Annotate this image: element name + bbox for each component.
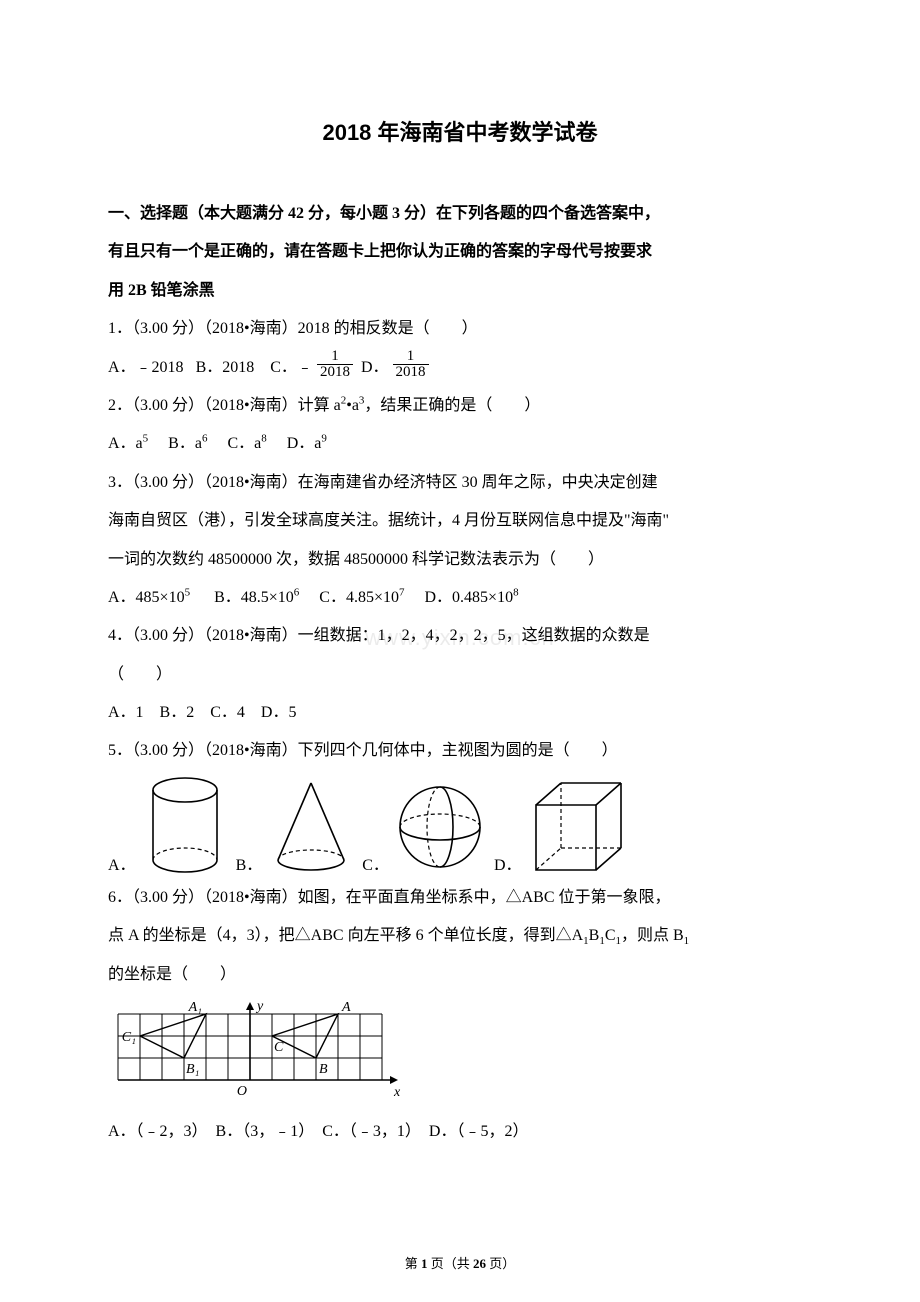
q3-line3: 一词的次数约 48500000 次，数据 48500000 科学记数法表示为（ … [108, 541, 812, 579]
q1-opt-a: A．﹣2018 [108, 359, 184, 376]
q6-sub4: 1 [684, 935, 690, 947]
q2-stem-post: ，结果正确的是（ ） [364, 397, 540, 414]
q6-graph: y x O A B C A₁ B₁ C₁ [108, 1000, 812, 1105]
q1-opt-d-den: 2018 [393, 365, 429, 381]
cylinder-icon [140, 775, 230, 875]
q2-sB: 6 [202, 433, 208, 445]
coordinate-grid-icon: y x O A B C A₁ B₁ C₁ [108, 1000, 412, 1100]
q5-label-d: D． [494, 851, 522, 875]
q1-stem: 1．（3.00 分）（2018•海南）2018 的相反数是（ ） [108, 310, 812, 348]
q1-options: A．﹣2018 B．2018 C．﹣ 1 2018 D． 1 2018 [108, 349, 812, 387]
q3-options: A．485×105 B．48.5×106 C．4.85×107 D．0.485×… [108, 579, 812, 617]
q5-stem: 5．（3.00 分）（2018•海南）下列四个几何体中，主视图为圆的是（ ） [108, 732, 812, 770]
section-header-line-3: 用 2B 铅笔涂黑 [108, 272, 812, 310]
q6-l2-m1: B [589, 927, 600, 944]
q3-line2: 海南自贸区（港），引发全球高度关注。据统计，4 月份互联网信息中提及"海南" [108, 502, 812, 540]
q4-options: A．1 B．2 C．4 D．5 [108, 694, 812, 732]
q1-opt-c-pre: C．﹣ [270, 359, 313, 376]
svg-text:A₁: A₁ [188, 1000, 202, 1015]
q3-sC: 7 [399, 587, 405, 599]
q3-line1: 3．（3.00 分）（2018•海南）在海南建省办经济特区 30 周年之际，中央… [108, 464, 812, 502]
q3-oA: A．485×10 [108, 589, 185, 606]
q5-shapes-row: A． B． C． [108, 775, 812, 875]
q3-oB: B．48.5×10 [194, 589, 294, 606]
q1-opt-c-num: 1 [317, 349, 353, 366]
svg-text:B: B [319, 1062, 328, 1077]
svg-text:x: x [393, 1085, 401, 1100]
page-title: 2018 年海南省中考数学试卷 [108, 115, 812, 147]
svg-text:A: A [341, 1000, 351, 1015]
q2-stem-mid: •a [346, 397, 359, 414]
footer-post: 页） [486, 1256, 515, 1271]
q2-oC: C．a [211, 435, 261, 452]
svg-text:B₁: B₁ [186, 1062, 199, 1077]
q2-sC: 8 [261, 433, 267, 445]
q2-sA: 5 [143, 433, 149, 445]
q2-oB: B．a [152, 435, 202, 452]
q1-opt-c-den: 2018 [317, 365, 353, 381]
q2-options: A．a5 B．a6 C．a8 D．a9 [108, 425, 812, 463]
q3-oC: C．4.85×10 [303, 589, 399, 606]
q3-sD: 8 [513, 587, 519, 599]
q6-options: A．（﹣2，3） B．（3，﹣1） C．（﹣3，1） D．（﹣5，2） [108, 1113, 812, 1151]
q1-opt-c-frac: 1 2018 [317, 349, 353, 382]
q2-sD: 9 [321, 433, 327, 445]
q1-opt-b: B．2018 [196, 359, 255, 376]
q2-stem: 2．（3.00 分）（2018•海南）计算 a2•a3，结果正确的是（ ） [108, 387, 812, 425]
q1-opt-d-num: 1 [393, 349, 429, 366]
q6-line1: 6．（3.00 分）（2018•海南）如图，在平面直角坐标系中，△ABC 位于第… [108, 879, 812, 917]
q2-oA: A．a [108, 435, 143, 452]
footer-pre: 第 [405, 1256, 421, 1271]
q1-opt-d-pre: D． [361, 359, 389, 376]
q6-l2-m3: ，则点 B [621, 927, 684, 944]
svg-text:y: y [255, 1000, 264, 1014]
q6-l2-m2: C [605, 927, 616, 944]
sphere-icon [393, 775, 488, 875]
q6-l2-pre: 点 A 的坐标是（4，3），把△ABC 向左平移 6 个单位长度，得到△A [108, 927, 583, 944]
q1-opt-d-frac: 1 2018 [393, 349, 429, 382]
q5-label-a: A． [108, 851, 136, 875]
q3-sA: 5 [185, 587, 191, 599]
footer-total: 26 [473, 1256, 486, 1271]
svg-text:C: C [274, 1040, 284, 1055]
q5-opt-a: A． [108, 775, 230, 875]
q3-oD: D．0.485×10 [409, 589, 514, 606]
q2-stem-pre: 2．（3.00 分）（2018•海南）计算 a [108, 397, 341, 414]
q4-line1: 4．（3.00 分）（2018•海南）一组数据：1，2，4，2，2，5，这组数据… [108, 617, 812, 655]
section-header-line-2: 有且只有一个是正确的，请在答题卡上把你认为正确的答案的字母代号按要求 [108, 233, 812, 271]
footer-mid: 页（共 [427, 1256, 473, 1271]
svg-text:C₁: C₁ [122, 1030, 136, 1045]
cube-icon [526, 775, 631, 875]
q5-label-b: B． [236, 851, 263, 875]
q5-opt-d: D． [494, 775, 631, 875]
q5-label-c: C． [362, 851, 389, 875]
q3-sB: 6 [294, 587, 300, 599]
q6-line3: 的坐标是（ ） [108, 956, 812, 994]
q2-oD: D．a [271, 435, 322, 452]
q5-opt-c: C． [362, 775, 488, 875]
q5-opt-b: B． [236, 775, 357, 875]
section-header-line-1: 一、选择题（本大题满分 42 分，每小题 3 分）在下列各题的四个备选答案中， [108, 195, 812, 233]
page-footer: 第 1 页（共 26 页） [0, 1253, 920, 1272]
q4-line2: （ ） [108, 656, 812, 694]
q6-line2: 点 A 的坐标是（4，3），把△ABC 向左平移 6 个单位长度，得到△A1B1… [108, 917, 812, 955]
cone-icon [266, 775, 356, 875]
svg-text:O: O [237, 1084, 247, 1099]
